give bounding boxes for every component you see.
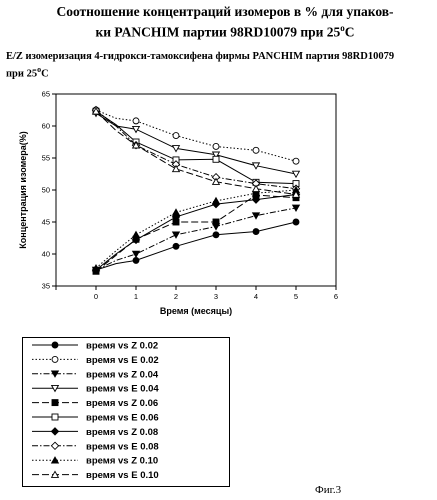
data-point [173, 133, 179, 139]
x-tick-label: 0 [94, 292, 98, 301]
series-line-5 [96, 111, 296, 183]
data-point [253, 147, 259, 153]
x-tick-label: 6 [334, 292, 338, 301]
x-tick-label: 3 [214, 292, 218, 301]
x-tick-label: 2 [174, 292, 178, 301]
data-point [293, 158, 299, 164]
data-point [173, 209, 180, 215]
x-tick-label: 1 [134, 292, 138, 301]
series-line-2 [96, 208, 296, 270]
data-point [133, 126, 140, 132]
data-point [133, 257, 139, 263]
series-line-0 [96, 222, 296, 270]
x-axis-label: Время (месяцы) [160, 306, 232, 316]
data-point [213, 178, 220, 184]
x-tick-label: 5 [294, 292, 298, 301]
data-point [213, 232, 219, 238]
data-point [213, 143, 219, 149]
figure-caption: Фиг.3 [315, 484, 341, 496]
y-tick-label: 65 [42, 90, 50, 99]
data-point [173, 166, 180, 172]
data-point [133, 232, 140, 238]
x-tick-label: 4 [254, 292, 258, 301]
series-line-7 [96, 110, 296, 189]
data-point [173, 232, 180, 238]
series-line-6 [96, 195, 296, 271]
data-point [253, 186, 260, 192]
data-point [213, 198, 220, 204]
data-point [253, 229, 259, 235]
chart-legend [22, 337, 230, 487]
y-tick-label: 45 [42, 218, 50, 227]
y-tick-label: 35 [42, 282, 50, 291]
y-tick-label: 40 [42, 250, 50, 259]
data-point [293, 171, 300, 177]
data-point [293, 219, 299, 225]
data-point [173, 243, 179, 249]
series-line-3 [96, 113, 296, 174]
data-point [213, 156, 219, 162]
data-point [213, 219, 219, 225]
data-point [253, 213, 260, 219]
series-line-4 [96, 195, 296, 271]
y-tick-label: 60 [42, 122, 50, 131]
y-axis-label: Концентрация изомера(%) [18, 131, 28, 248]
y-tick-label: 55 [42, 154, 50, 163]
data-point [133, 118, 139, 124]
data-point [133, 251, 140, 257]
y-tick-label: 50 [42, 186, 50, 195]
